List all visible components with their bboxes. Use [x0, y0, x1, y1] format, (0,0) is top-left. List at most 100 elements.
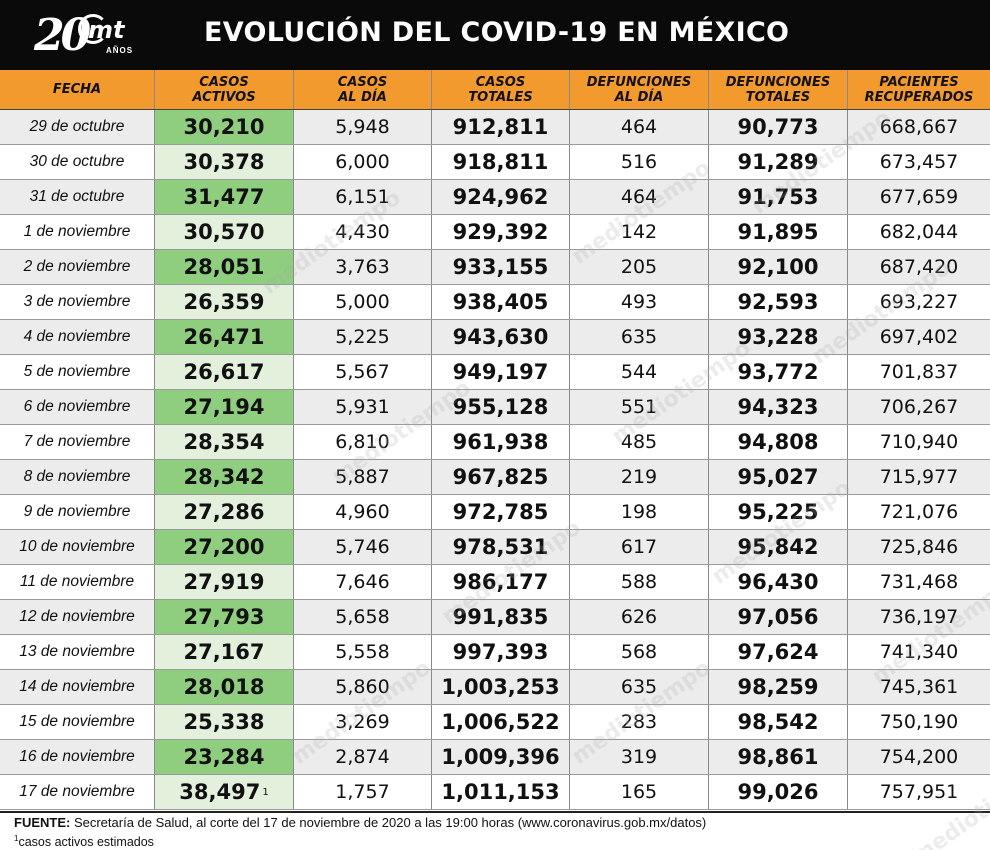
cell-defunciones-totales: 94,808	[709, 425, 848, 459]
cell-pacientes-recuperados: 725,846	[848, 530, 990, 564]
cell-casos-activos: 27,200	[155, 530, 294, 564]
cell-defunciones-totales-value: 91,895	[737, 220, 819, 244]
cell-pacientes-recuperados-value: 741,340	[879, 641, 959, 663]
cell-casos-activos: 23,284	[155, 740, 294, 774]
cell-pacientes-recuperados: 736,197	[848, 600, 990, 634]
cell-casos-activos-value: 27,919	[183, 570, 265, 594]
cell-casos-al-dia-value: 5,558	[335, 641, 390, 663]
cell-casos-totales-value: 1,006,522	[441, 710, 560, 734]
cell-casos-al-dia: 6,810	[294, 425, 432, 459]
cell-pacientes-recuperados-value: 750,190	[879, 711, 959, 733]
cell-casos-al-dia: 4,430	[294, 215, 432, 249]
cell-casos-activos: 27,194	[155, 390, 294, 424]
cell-casos-activos: 26,359	[155, 285, 294, 319]
cell-casos-totales: 997,393	[432, 635, 570, 669]
cell-defunciones-al-dia-value: 516	[620, 151, 658, 173]
cell-fecha-value: 5 de noviembre	[23, 363, 131, 380]
cell-fecha-value: 6 de noviembre	[23, 398, 131, 415]
cell-fecha: 2 de noviembre	[0, 250, 155, 284]
cell-defunciones-totales: 94,323	[709, 390, 848, 424]
column-header-fecha: FECHA	[0, 70, 155, 109]
cell-casos-activos-value: 28,354	[183, 430, 265, 454]
cell-defunciones-al-dia-value: 464	[620, 116, 658, 138]
cell-fecha-value: 7 de noviembre	[23, 433, 131, 450]
cell-defunciones-al-dia-value: 219	[620, 466, 658, 488]
cell-pacientes-recuperados: 668,667	[848, 110, 990, 144]
cell-casos-al-dia-value: 5,860	[335, 676, 390, 698]
cell-defunciones-al-dia: 219	[570, 460, 709, 494]
cell-pacientes-recuperados-value: 745,361	[879, 676, 959, 698]
cell-fecha: 15 de noviembre	[0, 705, 155, 739]
cell-fecha-value: 12 de noviembre	[19, 608, 135, 625]
table-row: 31 de octubre 31,477 6,151 924,962 464 91,753…	[0, 180, 990, 215]
cell-defunciones-totales-value: 98,259	[737, 675, 819, 699]
cell-casos-activos-value: 38,497	[179, 780, 261, 804]
cell-defunciones-al-dia-value: 493	[620, 291, 658, 313]
cell-defunciones-totales: 92,100	[709, 250, 848, 284]
cell-casos-activos: 27,793	[155, 600, 294, 634]
cell-defunciones-al-dia: 198	[570, 495, 709, 529]
cell-pacientes-recuperados: 731,468	[848, 565, 990, 599]
cell-fecha: 7 de noviembre	[0, 425, 155, 459]
cell-casos-al-dia-value: 5,000	[335, 291, 390, 313]
cell-casos-totales: 1,009,396	[432, 740, 570, 774]
cell-defunciones-al-dia: 283	[570, 705, 709, 739]
cell-defunciones-totales: 91,289	[709, 145, 848, 179]
table-row: 2 de noviembre 28,051 3,763 933,155 205 92,10…	[0, 250, 990, 285]
cell-defunciones-al-dia: 626	[570, 600, 709, 634]
cell-fecha-value: 3 de noviembre	[23, 293, 131, 310]
table-row: 3 de noviembre 26,359 5,000 938,405 493 92,59…	[0, 285, 990, 320]
cell-casos-totales-value: 967,825	[452, 465, 549, 489]
cell-casos-totales: 938,405	[432, 285, 570, 319]
footnote: 1casos activos estimados	[14, 831, 990, 850]
cell-fecha-value: 14 de noviembre	[19, 678, 135, 695]
column-header-defunciones-totales: DEFUNCIONES TOTALES	[709, 70, 848, 109]
cell-defunciones-al-dia-value: 485	[620, 431, 658, 453]
cell-casos-activos: 28,354	[155, 425, 294, 459]
cell-casos-totales-value: 955,128	[452, 395, 549, 419]
cell-defunciones-totales: 98,542	[709, 705, 848, 739]
cell-fecha-value: 29 de octubre	[29, 118, 125, 135]
cell-fecha: 13 de noviembre	[0, 635, 155, 669]
cell-casos-activos: 27,286	[155, 495, 294, 529]
cell-casos-totales: 991,835	[432, 600, 570, 634]
cell-pacientes-recuperados-value: 731,468	[879, 571, 959, 593]
cell-defunciones-al-dia: 551	[570, 390, 709, 424]
cell-casos-activos: 25,338	[155, 705, 294, 739]
table-row: 29 de octubre 30,210 5,948 912,811 464 90,773…	[0, 110, 990, 145]
footnote-marker: 1	[14, 834, 19, 843]
cell-pacientes-recuperados: 710,940	[848, 425, 990, 459]
cell-defunciones-totales-value: 97,624	[737, 640, 819, 664]
cell-defunciones-totales: 92,593	[709, 285, 848, 319]
cell-casos-al-dia: 5,887	[294, 460, 432, 494]
cell-defunciones-al-dia: 516	[570, 145, 709, 179]
cell-defunciones-totales-value: 93,772	[737, 360, 819, 384]
cell-fecha: 16 de noviembre	[0, 740, 155, 774]
cell-casos-al-dia: 5,658	[294, 600, 432, 634]
cell-casos-al-dia: 5,746	[294, 530, 432, 564]
cell-casos-al-dia-value: 6,000	[335, 151, 390, 173]
cell-casos-totales-value: 929,392	[452, 220, 549, 244]
table-row: 9 de noviembre 27,286 4,960 972,785 198 95,22…	[0, 495, 990, 530]
cell-defunciones-totales-value: 98,861	[737, 745, 819, 769]
cell-casos-totales: 978,531	[432, 530, 570, 564]
cell-defunciones-al-dia: 319	[570, 740, 709, 774]
cell-casos-activos-value: 23,284	[183, 745, 265, 769]
cell-casos-activos: 26,617	[155, 355, 294, 389]
cell-casos-totales-value: 991,835	[452, 605, 549, 629]
cell-defunciones-totales-value: 95,225	[737, 500, 819, 524]
cell-defunciones-totales-value: 92,100	[737, 255, 819, 279]
cell-casos-activos: 30,378	[155, 145, 294, 179]
cell-casos-totales: 986,177	[432, 565, 570, 599]
cell-casos-activos-value: 27,200	[183, 535, 265, 559]
cell-defunciones-totales: 97,056	[709, 600, 848, 634]
cell-casos-al-dia: 7,646	[294, 565, 432, 599]
cell-casos-activos-value: 25,338	[183, 710, 265, 734]
cell-casos-totales: 1,011,153	[432, 775, 570, 809]
cell-defunciones-al-dia-value: 319	[620, 746, 658, 768]
table-row: 6 de noviembre 27,194 5,931 955,128 551 94,32…	[0, 390, 990, 425]
cell-casos-al-dia: 2,874	[294, 740, 432, 774]
cell-defunciones-totales: 95,225	[709, 495, 848, 529]
cell-defunciones-al-dia: 635	[570, 320, 709, 354]
header-bar: 20 mt AÑOS EVOLUCIÓN DEL COVID-19 EN MÉX…	[0, 0, 990, 70]
